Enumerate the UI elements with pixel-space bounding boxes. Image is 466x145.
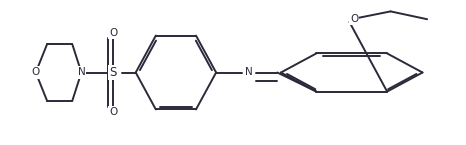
Text: O: O	[350, 14, 358, 24]
Text: N: N	[77, 68, 85, 77]
Text: O: O	[109, 28, 117, 38]
Text: O: O	[109, 107, 117, 117]
Text: S: S	[110, 66, 117, 79]
Text: N: N	[245, 68, 253, 77]
Text: O: O	[32, 68, 40, 77]
